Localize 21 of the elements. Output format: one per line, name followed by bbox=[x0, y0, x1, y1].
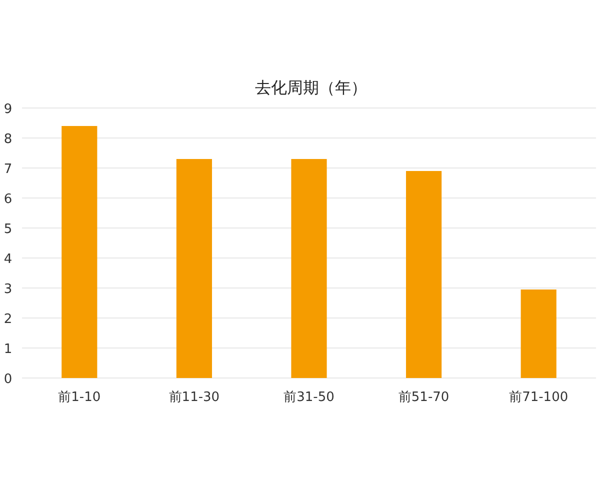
y-tick-label: 1 bbox=[4, 342, 12, 357]
x-tick-label: 前31-50 bbox=[284, 390, 334, 405]
y-tick-label: 8 bbox=[4, 132, 12, 147]
x-tick-label: 前1-10 bbox=[58, 390, 101, 405]
x-tick-label: 前71-100 bbox=[509, 390, 568, 405]
y-tick-label: 2 bbox=[4, 312, 12, 327]
bar bbox=[520, 290, 556, 378]
chart-title: 去化周期（年） bbox=[255, 78, 367, 97]
y-tick-label: 3 bbox=[4, 282, 12, 297]
bar bbox=[291, 159, 327, 378]
bar bbox=[176, 159, 212, 378]
bar bbox=[406, 171, 442, 378]
bar bbox=[62, 126, 98, 378]
y-tick-label: 4 bbox=[4, 252, 12, 267]
y-tick-label: 0 bbox=[4, 372, 12, 387]
x-tick-label: 前51-70 bbox=[398, 390, 450, 405]
y-tick-label: 5 bbox=[4, 222, 12, 237]
x-tick-label: 前11-30 bbox=[168, 390, 220, 405]
y-tick-label: 6 bbox=[4, 192, 12, 207]
y-tick-label: 7 bbox=[4, 162, 12, 177]
y-tick-label: 9 bbox=[4, 102, 12, 117]
